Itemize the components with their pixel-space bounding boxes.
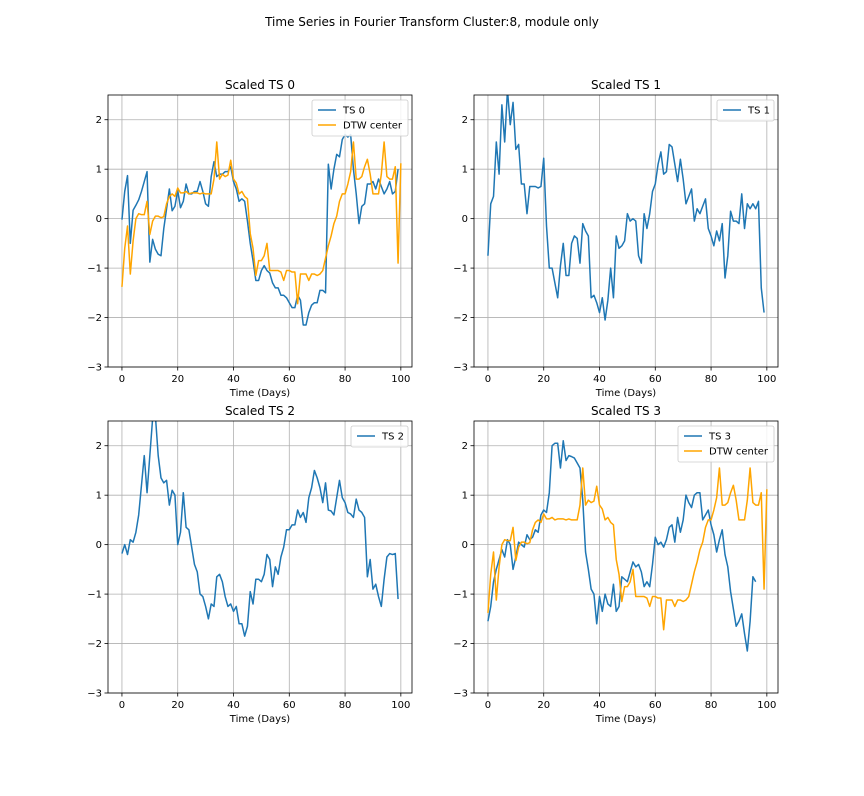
subplot-1: 0 20 40 60 80 100 −3 −2 −1 0 1 2 Scaled TS 1 Time (Da… [453,78,779,399]
y-tick-label: 1 [96,165,102,176]
y-tick-label: −2 [87,639,102,650]
legend-box [350,425,409,448]
legend-label: DTW center [709,447,769,458]
y-tick-label: 0 [96,214,102,225]
x-axis-label: Time (Days) [229,714,291,725]
x-tick-label: 40 [593,374,606,385]
x-tick-label: 100 [757,700,776,711]
y-tick-label: 2 [96,115,102,126]
axes-frame [107,94,413,368]
x-tick-label: 60 [649,700,662,711]
y-tick-label: 1 [462,165,468,176]
y-tick-label: 1 [462,491,468,502]
legend-label: TS 0 [342,106,365,117]
figure-suptitle: Time Series in Fourier Transform Cluster… [264,15,599,29]
series-line-0 [487,440,757,652]
x-tick-label: 80 [339,374,352,385]
x-tick-label: 100 [391,700,410,711]
legend-box [311,99,409,137]
y-tick-label: 2 [462,441,468,452]
x-tick-label: 20 [537,374,550,385]
axes-frame [473,420,779,694]
y-tick-label: 0 [96,540,102,551]
y-tick-label: −3 [87,363,102,374]
legend: TS 0 DTW center [311,99,409,137]
y-tick-label: 2 [462,115,468,126]
legend-label: TS 2 [381,432,404,443]
x-tick-label: 100 [757,374,776,385]
x-axis-label: Time (Days) [595,714,657,725]
y-tick-label: 1 [96,491,102,502]
x-tick-label: 40 [227,374,240,385]
y-tick-label: −3 [87,689,102,700]
x-tick-label: 100 [391,374,410,385]
x-tick-label: 80 [339,700,352,711]
series-line-0 [487,95,765,321]
y-tick-label: −1 [453,590,468,601]
x-axis-label: Time (Days) [595,388,657,399]
subplot-3: 0 20 40 60 80 100 −3 −2 −1 0 1 2 Scaled TS 3 Time (Da… [453,404,779,725]
x-tick-label: 40 [227,700,240,711]
x-tick-label: 20 [537,700,550,711]
subplot-title: Scaled TS 3 [591,404,661,418]
series-line-1 [487,467,768,631]
x-tick-label: 40 [593,700,606,711]
legend-label: TS 1 [747,106,770,117]
y-tick-label: −1 [87,590,102,601]
legend: TS 3 DTW center [677,425,775,463]
y-tick-label: −3 [453,689,468,700]
y-tick-label: −2 [453,639,468,650]
x-axis-label: Time (Days) [229,388,291,399]
subplot-title: Scaled TS 2 [225,404,295,418]
y-tick-label: 2 [96,441,102,452]
y-tick-label: −2 [453,313,468,324]
legend: TS 2 [350,425,409,448]
x-tick-label: 0 [485,700,491,711]
series-line-0 [121,421,399,637]
legend-label: TS 3 [708,432,731,443]
legend-box [677,425,775,463]
x-tick-label: 20 [171,700,184,711]
x-tick-label: 20 [171,374,184,385]
axes-frame [107,420,413,694]
x-tick-label: 60 [283,374,296,385]
x-tick-label: 60 [283,700,296,711]
y-tick-label: −3 [453,363,468,374]
y-tick-label: 0 [462,214,468,225]
y-tick-label: −1 [453,264,468,275]
y-tick-label: −2 [87,313,102,324]
subplot-2: 0 20 40 60 80 100 −3 −2 −1 0 1 2 Scaled TS 2 Time (Da… [87,404,413,725]
x-tick-label: 60 [649,374,662,385]
x-tick-label: 0 [119,374,125,385]
x-tick-label: 80 [705,374,718,385]
legend-label: DTW center [343,121,403,132]
axes-frame [473,94,779,368]
legend: TS 1 [716,99,775,122]
series-line-1 [121,141,402,305]
x-tick-label: 0 [119,700,125,711]
x-tick-label: 80 [705,700,718,711]
subplot-0: 0 20 40 60 80 100 −3 −2 −1 0 1 2 Scaled TS 0 Time (Da… [87,78,413,399]
subplot-title: Scaled TS 0 [225,78,295,92]
y-tick-label: −1 [87,264,102,275]
x-tick-label: 0 [485,374,491,385]
subplot-title: Scaled TS 1 [591,78,661,92]
legend-box [716,99,775,122]
y-tick-label: 0 [462,540,468,551]
